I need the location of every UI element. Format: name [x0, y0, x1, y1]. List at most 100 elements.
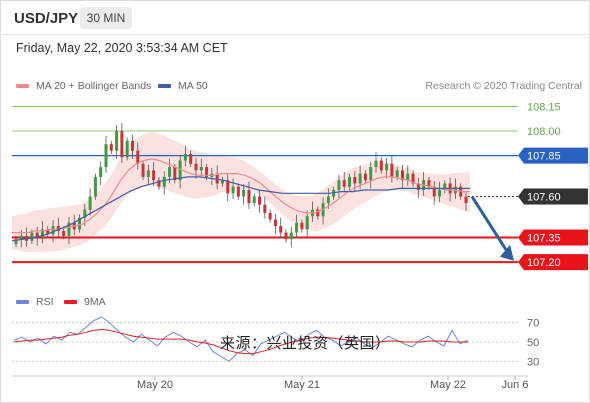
- bollinger-swatch: [16, 84, 29, 88]
- candle-body: [279, 226, 283, 233]
- price-level-tag: [518, 147, 588, 164]
- ma50-legend: MA 50: [158, 80, 208, 92]
- candle-body: [40, 229, 44, 238]
- price-level-tag: [518, 229, 588, 246]
- candle-body: [35, 232, 39, 238]
- price-level-tag: [518, 188, 588, 205]
- candle-body: [353, 176, 357, 184]
- candle-body: [189, 153, 193, 164]
- price-level-label: 107.20: [527, 257, 561, 269]
- price-level-label: 107.35: [527, 233, 561, 245]
- candle-body: [162, 176, 166, 187]
- candle-body: [247, 190, 251, 204]
- candle-body: [252, 196, 256, 204]
- price-level-label: 107.60: [527, 192, 561, 204]
- candle-body: [416, 183, 420, 190]
- x-tick-label: May 20: [137, 379, 173, 391]
- candle-body: [78, 217, 82, 230]
- price-level-label: 108.15: [527, 101, 561, 113]
- candle-body: [305, 216, 309, 230]
- candle-body: [104, 144, 108, 168]
- candle-body: [205, 167, 209, 177]
- candle-body: [178, 160, 182, 181]
- ma9-legend: 9MA: [64, 296, 106, 308]
- candle-body: [236, 186, 240, 197]
- rsi-legend: RSI: [16, 296, 54, 308]
- forecast-arrow-shaft: [470, 195, 510, 254]
- candle-body: [19, 235, 23, 240]
- rsi-legend-label: RSI: [36, 296, 54, 308]
- candle-body: [30, 232, 34, 241]
- ma50-swatch: [158, 84, 171, 88]
- candle-body: [348, 176, 352, 187]
- candle-body: [157, 180, 161, 187]
- candle-body: [374, 160, 378, 168]
- candle-body: [168, 167, 172, 177]
- candle-body: [406, 173, 410, 181]
- candle-body: [358, 173, 362, 184]
- candle-body: [332, 190, 336, 197]
- ma20-line: [12, 158, 470, 234]
- candle-body: [109, 144, 113, 151]
- bollinger-legend-label: MA 20 + Bollinger Bands: [36, 80, 152, 92]
- candle-body: [268, 212, 272, 220]
- candle-body: [363, 173, 367, 181]
- candle-body: [146, 170, 150, 177]
- x-tick-label: May 22: [430, 379, 466, 391]
- candle-body: [115, 131, 119, 151]
- candle-body: [400, 170, 404, 181]
- bollinger-band-fill: [12, 132, 470, 253]
- candle-body: [183, 153, 187, 161]
- candle-body: [99, 167, 103, 177]
- rsi-line: [13, 316, 469, 362]
- candle-body: [130, 140, 134, 151]
- candle-body: [284, 232, 288, 240]
- header-divider: [0, 34, 590, 35]
- candle-body: [379, 160, 383, 171]
- candle-body: [390, 163, 394, 177]
- candle-body: [14, 239, 18, 245]
- candle-body: [136, 150, 140, 164]
- candle-body: [215, 173, 219, 184]
- candle-body: [125, 140, 129, 158]
- candle-body: [443, 183, 447, 190]
- rsi-swatch: [16, 300, 29, 304]
- candle-body: [411, 173, 415, 184]
- candle-body: [258, 196, 262, 205]
- candle-body: [93, 176, 97, 197]
- candle-body: [67, 222, 71, 236]
- candle-body: [300, 222, 304, 230]
- candle-body: [395, 170, 399, 177]
- candle-body: [231, 186, 235, 194]
- candle-body: [385, 163, 389, 171]
- ma50-line: [11, 176, 470, 242]
- candle-body: [289, 232, 293, 240]
- ma9-swatch: [64, 300, 77, 304]
- candle-body: [152, 170, 156, 181]
- timestamp-label: Friday, May 22, 2020 3:53:34 AM CET: [16, 41, 228, 55]
- candle-body: [141, 163, 145, 177]
- ma9-legend-label: 9MA: [84, 296, 106, 308]
- price-level-label: 108.00: [527, 126, 561, 138]
- candle-body: [120, 131, 124, 158]
- candle-body: [173, 167, 177, 181]
- bollinger-legend: MA 20 + Bollinger Bands: [16, 80, 151, 92]
- chart-header: USD/JPY 30 MIN: [0, 0, 590, 34]
- candle-body: [432, 186, 436, 197]
- candle-body: [263, 204, 267, 213]
- ma50-legend-label: MA 50: [178, 80, 208, 92]
- candle-body: [342, 180, 346, 187]
- candle-body: [316, 209, 320, 217]
- rsi-level-label: 70: [527, 318, 539, 330]
- candle-body: [295, 222, 299, 233]
- candle-body: [226, 180, 230, 194]
- candle-body: [427, 180, 431, 187]
- research-credit: Research © 2020 Trading Central: [425, 80, 582, 92]
- timeframe-badge[interactable]: 30 MIN: [80, 7, 132, 29]
- source-watermark: 来源：兴业投资（英国）: [220, 335, 391, 352]
- forecast-arrow-head: [500, 244, 514, 261]
- rsi-level-label: 50: [527, 337, 539, 349]
- price-level-tag: [518, 254, 588, 271]
- candle-body: [56, 226, 60, 231]
